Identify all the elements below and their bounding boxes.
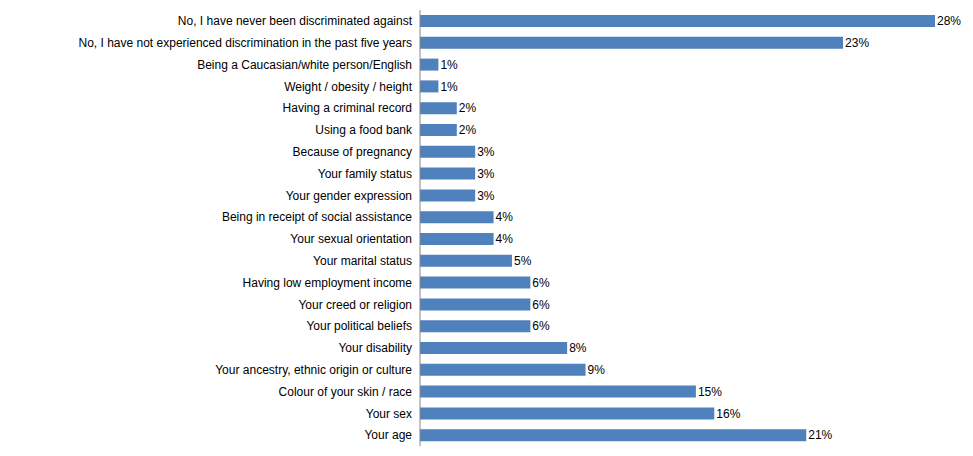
svg-text:No, I have never been discrimi: No, I have never been discriminated agai… xyxy=(178,14,413,28)
svg-text:Your marital status: Your marital status xyxy=(313,254,412,268)
svg-text:Your disability: Your disability xyxy=(338,341,412,355)
svg-text:16%: 16% xyxy=(716,407,740,421)
svg-text:4%: 4% xyxy=(496,210,514,224)
svg-text:Your age: Your age xyxy=(364,428,412,442)
svg-text:Because of pregnancy: Because of pregnancy xyxy=(293,145,412,159)
svg-text:28%: 28% xyxy=(937,14,961,28)
svg-text:23%: 23% xyxy=(845,36,869,50)
svg-text:Your gender expression: Your gender expression xyxy=(286,189,412,203)
svg-text:6%: 6% xyxy=(532,319,550,333)
svg-text:Your creed or religion: Your creed or religion xyxy=(298,298,412,312)
svg-text:8%: 8% xyxy=(569,341,587,355)
svg-text:Having low employment income: Having low employment income xyxy=(243,276,413,290)
svg-text:Colour of your skin / race: Colour of your skin / race xyxy=(279,385,413,399)
svg-text:Your sex: Your sex xyxy=(366,407,412,421)
svg-text:1%: 1% xyxy=(440,80,458,94)
svg-text:Your sexual orientation: Your sexual orientation xyxy=(290,232,412,246)
svg-text:3%: 3% xyxy=(477,167,495,181)
svg-text:Weight / obesity / height: Weight / obesity / height xyxy=(284,80,413,94)
svg-text:15%: 15% xyxy=(698,385,722,399)
svg-text:9%: 9% xyxy=(588,363,606,377)
svg-text:Having a criminal record: Having a criminal record xyxy=(283,101,412,115)
svg-text:5%: 5% xyxy=(514,254,532,268)
svg-text:2%: 2% xyxy=(459,101,477,115)
svg-text:2%: 2% xyxy=(459,123,477,137)
svg-text:3%: 3% xyxy=(477,145,495,159)
svg-text:21%: 21% xyxy=(808,428,832,442)
svg-text:6%: 6% xyxy=(532,276,550,290)
svg-text:Using a food bank: Using a food bank xyxy=(315,123,413,137)
svg-text:Your family status: Your family status xyxy=(318,167,412,181)
svg-text:Your political beliefs: Your political beliefs xyxy=(306,319,412,333)
svg-text:6%: 6% xyxy=(532,298,550,312)
svg-text:Being a Caucasian/white person: Being a Caucasian/white person/English xyxy=(197,58,412,72)
svg-text:Your ancestry, ethnic origin o: Your ancestry, ethnic origin or culture xyxy=(215,363,412,377)
svg-text:1%: 1% xyxy=(440,58,458,72)
svg-text:No, I have not experienced dis: No, I have not experienced discriminatio… xyxy=(78,36,412,50)
svg-text:4%: 4% xyxy=(496,232,514,246)
svg-text:3%: 3% xyxy=(477,189,495,203)
svg-text:Being in receipt of social ass: Being in receipt of social assistance xyxy=(222,210,412,224)
